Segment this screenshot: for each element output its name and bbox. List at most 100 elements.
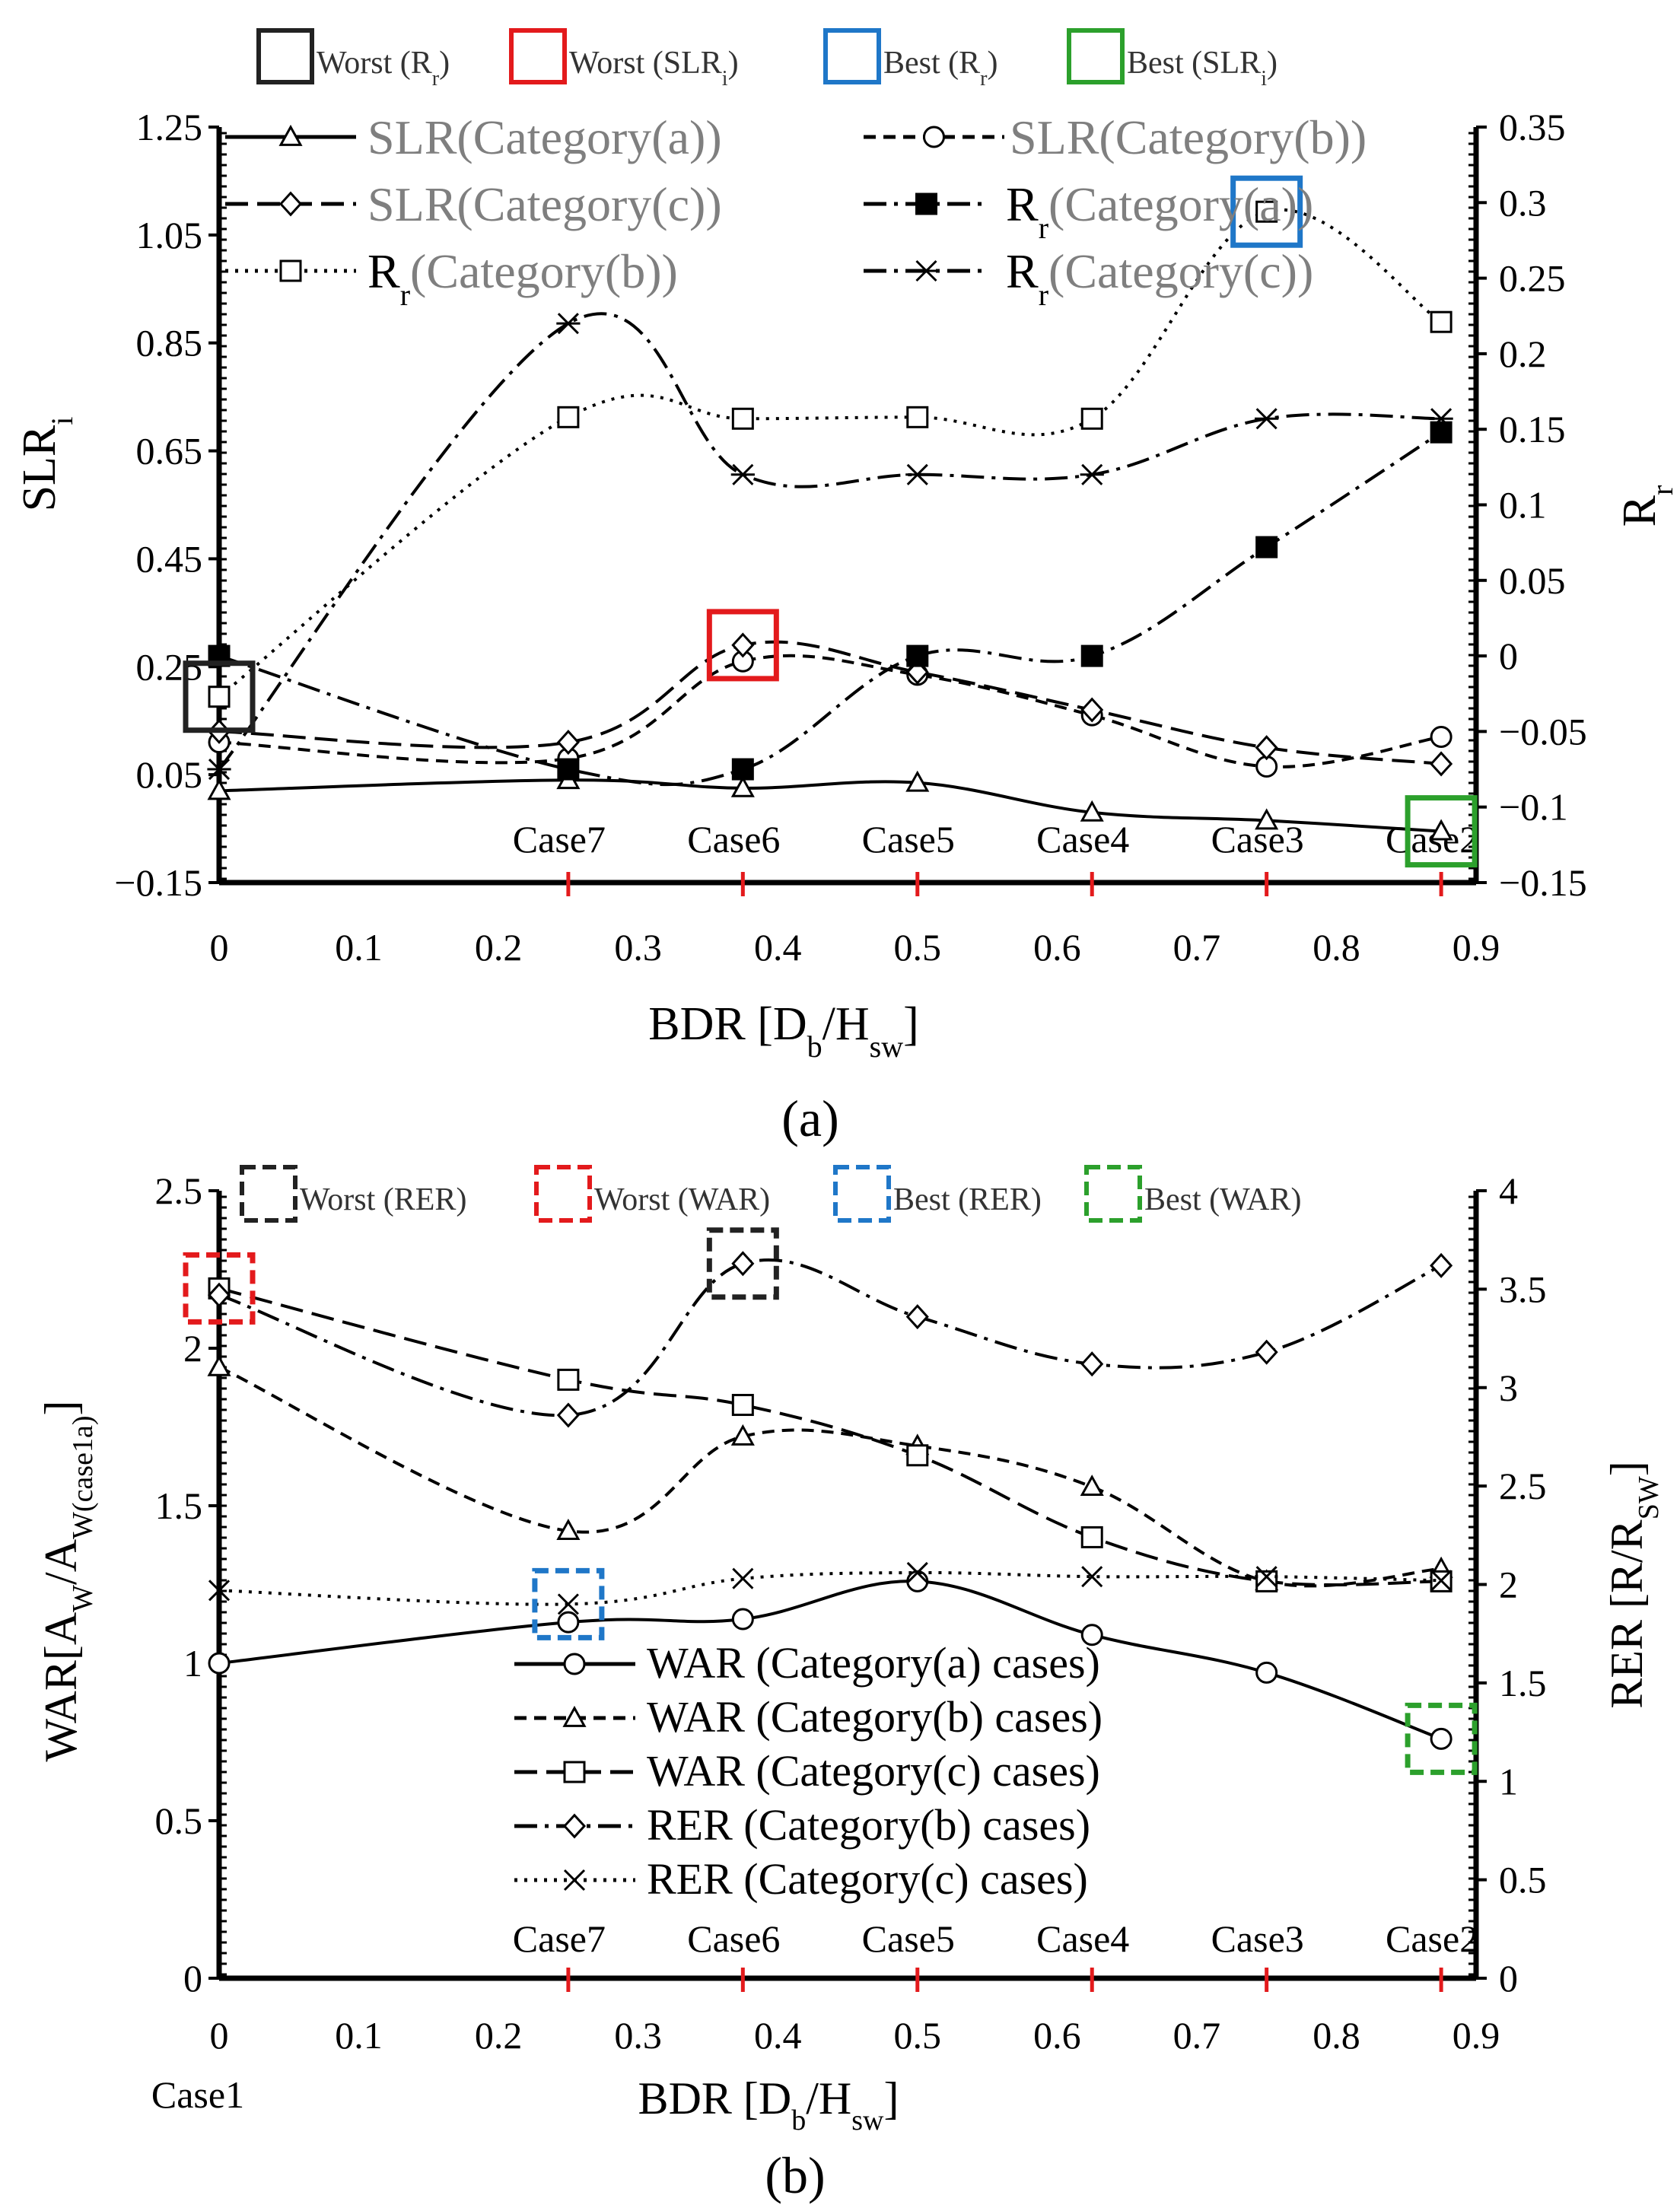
left-tick-label: 0 [183, 1957, 202, 2000]
x-tick-label: 0.8 [1312, 2014, 1360, 2057]
data-point-r-r-category-b [1080, 407, 1103, 430]
data-point-rer-category-b-cases [1080, 1351, 1104, 1377]
right-tick-label: 3 [1499, 1366, 1518, 1409]
data-point-r-r-category-a [1080, 644, 1103, 667]
legend-text-r-r-category-b: Rr(Category(b)) [368, 244, 678, 312]
case-label: Case7 [513, 1917, 606, 1960]
legend-swatch-best-war [1084, 1165, 1142, 1223]
legend-text-war-category-b-cases: WAR (Category(b) cases) [647, 1692, 1102, 1742]
data-point-r-r-category-c [207, 758, 231, 781]
right-tick-label: −0.15 [1499, 861, 1587, 904]
legend-marker-slr-category-a [278, 124, 303, 146]
panel-caption: (a) [781, 1090, 838, 1147]
x-tick-label: 0.6 [1033, 926, 1081, 969]
data-point-rer-category-c-cases [732, 1567, 754, 1589]
x-tick-label: 0.3 [614, 2014, 662, 2057]
right-tick-label: 4 [1499, 1169, 1518, 1212]
left-tick-label: 0.65 [136, 430, 203, 472]
legend-marker-rer-category-c-cases [563, 1869, 586, 1891]
data-point-war-category-a-cases [1255, 1661, 1278, 1684]
data-point-slr-category-a [905, 770, 930, 792]
right-tick-label: −0.05 [1499, 710, 1587, 752]
data-point-war-category-c-cases [1080, 1526, 1103, 1548]
x-tick-label: 0.5 [894, 926, 942, 969]
case-label: Case5 [862, 818, 955, 861]
legend-text-war-category-a-cases: WAR (Category(a) cases) [647, 1638, 1100, 1688]
x-tick-label: 0.2 [475, 926, 523, 969]
series-line-r-r-category-c [218, 312, 1442, 771]
left-tick-label: 1 [183, 1642, 202, 1685]
data-point-slr-category-c [1430, 751, 1453, 777]
left-tick-label: 0.25 [136, 645, 203, 688]
right-tick-label: 0 [1499, 635, 1518, 677]
left-tick-label: 1.25 [136, 106, 203, 148]
highlight-box-best-r-r [1230, 175, 1303, 248]
data-point-war-category-a-cases [557, 1611, 580, 1634]
left-tick-label: 1.05 [136, 214, 203, 256]
legend-swatch-worst-rer [240, 1165, 298, 1223]
right-tick-label: −0.1 [1499, 786, 1568, 829]
legend-marker-slr-category-b [923, 126, 945, 148]
series-legend-a: SLR(Category(a)) SLR(Category(b)) SLR(Cate… [225, 110, 1367, 312]
right-tick-label: 0.25 [1499, 257, 1566, 300]
data-point-slr-category-c [731, 632, 755, 658]
left-tick-label: 0.85 [136, 322, 203, 364]
right-tick-label: 2.5 [1499, 1465, 1547, 1507]
data-point-rer-category-c-cases [1430, 1570, 1452, 1592]
left-tick-label: 0.05 [136, 753, 203, 796]
data-point-slr-category-a [1080, 800, 1104, 822]
x-tick-label: 0.7 [1173, 2014, 1221, 2057]
data-point-slr-category-a [1255, 808, 1279, 830]
right-tick-label: 0.3 [1499, 181, 1547, 224]
data-point-rer-category-b-cases [731, 1251, 755, 1277]
data-point-slr-category-c [556, 730, 580, 756]
data-point-rer-category-c-cases [1255, 1566, 1278, 1588]
highlight-box-best-war [1405, 1702, 1478, 1775]
data-point-rer-category-b-cases [207, 1282, 231, 1308]
legend-swatch-best-r [823, 28, 881, 84]
data-point-rer-category-c-cases [557, 1593, 579, 1615]
legend-label: Best (Rr) [883, 46, 998, 91]
x-tick-label: 0.4 [754, 926, 802, 969]
x-tick-label: 0.7 [1173, 926, 1221, 969]
data-point-slr-category-a [730, 775, 755, 797]
legend-marker-war-category-b-cases [562, 1705, 587, 1727]
data-point-rer-category-c-cases [208, 1580, 231, 1602]
right-tick-label: 0 [1499, 1957, 1518, 2000]
data-point-r-r-category-a [731, 758, 754, 781]
right-tick-label: 0.5 [1499, 1859, 1547, 1901]
data-point-slr-category-a [207, 778, 231, 800]
legend-swatch-worst-r [256, 28, 314, 84]
right-tick-label: 0.2 [1499, 332, 1547, 375]
case-label: Case6 [687, 818, 780, 861]
panel-a: 1.25 1.05 0.85 0.65 0.45 0.25 0.05 −0.15 0.35 0.3… [114, 28, 1587, 1147]
x-tick-label: 0.1 [335, 2014, 383, 2057]
legend-text-r-r-category-c: Rr(Category(c)) [1006, 244, 1313, 312]
data-point-r-r-category-c [905, 463, 930, 485]
legend-marker-r-r-category-a [915, 192, 937, 215]
data-point-rer-category-c-cases [906, 1561, 928, 1584]
right-tick-label: 2 [1499, 1564, 1518, 1606]
data-point-slr-category-c [1255, 735, 1278, 761]
highlight-box-worst-war [183, 1252, 256, 1325]
data-point-war-category-a-cases [208, 1652, 231, 1675]
data-point-rer-category-c-cases [1081, 1566, 1103, 1588]
case1-label: Case1 [151, 2073, 244, 2116]
minor-ticks [221, 1195, 1474, 1976]
series-line-slr-category-b [218, 654, 1442, 768]
data-point-war-category-b-cases [1080, 1475, 1104, 1497]
case-label: Case2 [1386, 1917, 1478, 1960]
x-tick-label: 0.2 [475, 2014, 523, 2057]
data-point-slr-category-a [1429, 819, 1453, 841]
data-point-r-r-category-c [1429, 408, 1453, 430]
case-label: Case6 [687, 1917, 780, 1960]
legend-text-rer-category-c-cases: RER (Category(c) cases) [647, 1854, 1088, 1904]
left-tick-label: 0.45 [136, 537, 203, 580]
legend-swatch-worst-slr [509, 28, 567, 84]
x-tick-label: 0.6 [1033, 2014, 1081, 2057]
x-axis-title-b: BDR [Db/Hsw] [638, 2073, 899, 2136]
highlight-box-best-rer [532, 1567, 605, 1640]
data-point-r-r-category-b [557, 406, 580, 428]
right-tick-label: 0.1 [1499, 484, 1547, 527]
data-point-r-r-category-b [1430, 310, 1452, 333]
